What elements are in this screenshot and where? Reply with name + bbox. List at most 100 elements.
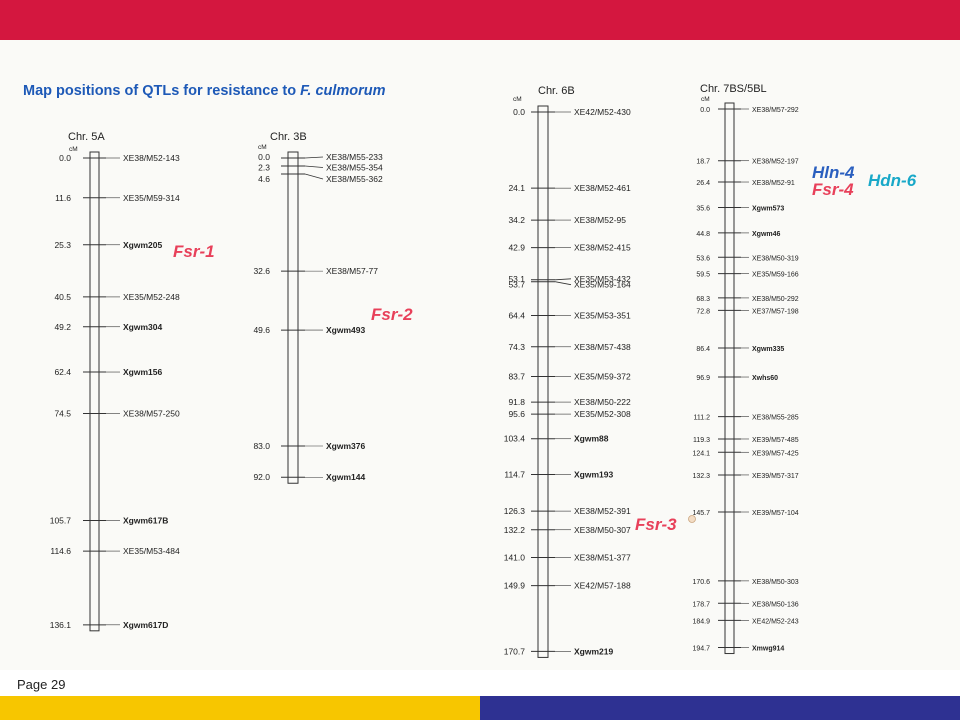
marker-position: 4.6 <box>258 174 270 184</box>
marker-position: 132.3 <box>692 473 710 480</box>
cm-unit-label: cM <box>69 146 78 153</box>
marker-name: XE38/M52-197 <box>752 159 799 166</box>
marker-name: Xgwm573 <box>752 205 784 212</box>
marker-position: 114.6 <box>50 546 71 556</box>
qtl-label: Fsr-4 <box>812 180 854 199</box>
marker-position: 0.0 <box>700 107 710 114</box>
marker-position: 126.3 <box>504 506 526 516</box>
marker-position: 92.0 <box>253 472 270 482</box>
chromosome-bar <box>537 105 549 658</box>
chromosome-1: Chr. 5A cM0.0 XE38/M52-143 11.6 XE35/M59-314… <box>50 131 180 632</box>
chromosome-3: Chr. 6B cM 0.0 XE42/M52-430 24.1 XE38/M52-461… <box>504 85 631 658</box>
marker-name: XE38/M50-292 <box>752 296 799 303</box>
marker-position: 49.2 <box>54 322 71 332</box>
chromosome-bar <box>89 151 100 632</box>
marker-name: XE38/M57-77 <box>326 266 378 276</box>
marker-position: 119.3 <box>693 437 710 444</box>
marker-name: XE38/M52-415 <box>574 243 631 253</box>
marker-position: 44.8 <box>696 231 710 238</box>
marker-position: 74.5 <box>54 409 71 419</box>
marker-name: Xgwm205 <box>123 240 162 250</box>
marker-name: XE39/M57-104 <box>752 510 799 517</box>
marker-name: XE38/M50-222 <box>574 397 631 407</box>
marker-position: 0.0 <box>59 153 71 163</box>
marker-name: XE35/M59-166 <box>752 272 799 279</box>
marker-connector <box>554 281 572 286</box>
marker-name: XE35/M59-314 <box>123 193 180 203</box>
marker-connector <box>554 278 572 281</box>
title-prefix: Map positions of QTLs for resistance to <box>23 83 301 99</box>
marker-name: XE38/M55-233 <box>326 152 383 162</box>
marker-position: 145.7 <box>692 510 710 517</box>
marker-name: XE38/M52-143 <box>123 153 180 163</box>
marker-name: XE38/M52-391 <box>574 506 631 516</box>
marker-position: 11.6 <box>55 193 71 203</box>
marker-name: Xgwm617B <box>123 516 168 526</box>
header-bar <box>0 0 960 40</box>
marker-name: XE38/M52-461 <box>574 183 631 193</box>
marker-name: Xgwm156 <box>123 367 162 377</box>
marker-name: Xgwm144 <box>326 472 365 482</box>
marker-name: XE39/M57-317 <box>752 473 799 480</box>
marker-name: Xgwm193 <box>574 469 613 479</box>
chromosome-name: Chr. 6B <box>538 85 575 97</box>
marker-position: 53.1 <box>508 274 525 284</box>
marker-position: 95.6 <box>508 409 525 419</box>
marker-name: XE42/M52-430 <box>574 107 631 117</box>
qtl-label: Hln-4 <box>812 163 855 182</box>
marker-name: Xmwg914 <box>752 646 784 653</box>
marker-position: 26.4 <box>696 180 710 187</box>
marker-name: XE38/M50-303 <box>752 579 799 586</box>
marker-name: XE39/M57-485 <box>752 437 799 444</box>
marker-position: 62.4 <box>54 367 71 377</box>
marker-position: 136.1 <box>50 620 72 630</box>
chromosome-name: Chr. 3B <box>270 131 307 143</box>
footer-yellow-band <box>0 696 480 720</box>
marker-position: 178.7 <box>692 601 710 608</box>
marker-position: 124.1 <box>692 450 710 457</box>
marker-position: 40.5 <box>54 292 71 302</box>
marker-position: 68.3 <box>696 296 710 303</box>
marker-name: Xgwm88 <box>574 434 609 444</box>
marker-name: XE38/M52-91 <box>752 180 795 187</box>
marker-position: 2.3 <box>258 162 270 172</box>
marker-name: XE35/M59-164 <box>574 280 631 290</box>
title-species: F. culmorum <box>300 83 386 99</box>
qtl-label: Fsr-1 <box>173 242 215 261</box>
scanned-figure-background <box>0 40 960 670</box>
marker-position: 149.9 <box>504 581 526 591</box>
marker-name: XE35/M53-351 <box>574 311 631 321</box>
marker-name: XE38/M55-362 <box>326 174 383 184</box>
marker-position: 0.0 <box>258 152 270 162</box>
qtl-label: Fsr-3 <box>635 515 677 534</box>
marker-position: 32.6 <box>253 266 270 276</box>
marker-position: 96.9 <box>696 375 710 382</box>
marker-position: 86.4 <box>696 346 710 353</box>
footer-blue-band <box>480 696 960 720</box>
marker-name: Xwhs60 <box>752 375 778 382</box>
marker-name: Xgwm304 <box>123 322 162 332</box>
marker-name: XE38/M57-438 <box>574 342 631 352</box>
marker-name: XE38/M55-285 <box>752 415 799 422</box>
marker-name: XE35/M52-308 <box>574 409 631 419</box>
cm-unit-label: cM <box>513 96 522 103</box>
marker-position: 24.1 <box>508 183 525 193</box>
marker-position: 184.9 <box>692 618 710 625</box>
qtl-label: Hdn-6 <box>868 171 917 190</box>
marker-connector <box>304 165 324 168</box>
chromosome-bar <box>724 102 735 655</box>
marker-name: XE38/M51-377 <box>574 553 631 563</box>
marker-name: XE39/M57-425 <box>752 450 799 457</box>
marker-position: 83.7 <box>508 371 525 381</box>
marker-name: Xgwm376 <box>326 441 365 451</box>
marker-position: 72.8 <box>696 308 710 315</box>
marker-position: 194.7 <box>692 646 710 653</box>
marker-position: 25.3 <box>54 240 71 250</box>
marker-position: 170.6 <box>692 579 710 586</box>
qtl-dot <box>688 515 696 523</box>
marker-position: 103.4 <box>504 434 526 444</box>
marker-position: 18.7 <box>696 159 710 166</box>
qtl-label: Fsr-2 <box>371 305 413 324</box>
